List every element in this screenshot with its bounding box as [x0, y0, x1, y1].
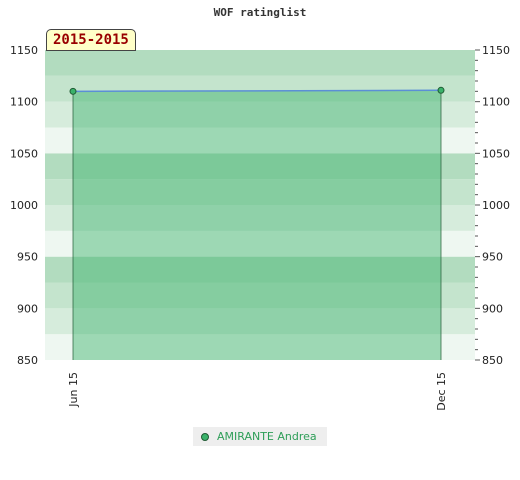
chart-title: WOF ratinglist	[213, 6, 307, 19]
y-tick-label-left: 850	[17, 354, 38, 367]
grid-band	[45, 230, 475, 257]
y-tick-label-left: 1000	[10, 199, 38, 212]
grid-band	[45, 50, 475, 76]
y-tick-label-left: 900	[17, 302, 38, 315]
grid-band	[45, 282, 475, 309]
y-tick-label-right: 1000	[482, 199, 510, 212]
y-tick-label-right: 850	[482, 354, 503, 367]
x-tick-label: Dec 15	[435, 372, 448, 411]
y-tick-label-right: 950	[482, 251, 503, 264]
axes-layer: 850 850 900 900 950 950 1000 1000 1050 1050 1100 11…	[10, 44, 510, 411]
series-point	[437, 86, 445, 94]
area-layer	[72, 90, 442, 361]
grid-band	[45, 127, 475, 154]
series-line	[72, 89, 442, 93]
legend[interactable]: AMIRANTE Andrea	[193, 427, 327, 446]
grid-band	[45, 153, 475, 180]
y-tick-label-left: 1150	[10, 44, 38, 57]
series-area	[73, 90, 441, 361]
y-tick-label-right: 1050	[482, 147, 510, 160]
background-bands	[45, 50, 475, 360]
y-tick-label-left: 1100	[10, 96, 38, 109]
grid-band	[45, 308, 475, 335]
y-tick-label-right: 1100	[482, 96, 510, 109]
x-tick-label: Jun 15	[67, 372, 80, 408]
grid-band	[45, 205, 475, 231]
series-point	[69, 87, 77, 95]
legend-marker-icon	[201, 432, 209, 441]
y-tick-label-left: 950	[17, 251, 38, 264]
grid-band	[45, 101, 475, 128]
grid-band	[45, 334, 475, 360]
y-tick-label-left: 1050	[10, 147, 38, 160]
marks-layer	[69, 86, 445, 95]
period-badge: 2015-2015	[46, 29, 136, 51]
grid-band	[45, 256, 475, 283]
legend-label: AMIRANTE Andrea	[217, 430, 317, 443]
y-tick-label-right: 1150	[482, 44, 510, 57]
grid-band	[45, 75, 475, 102]
y-tick-label-right: 900	[482, 302, 503, 315]
grid-band	[45, 179, 475, 205]
